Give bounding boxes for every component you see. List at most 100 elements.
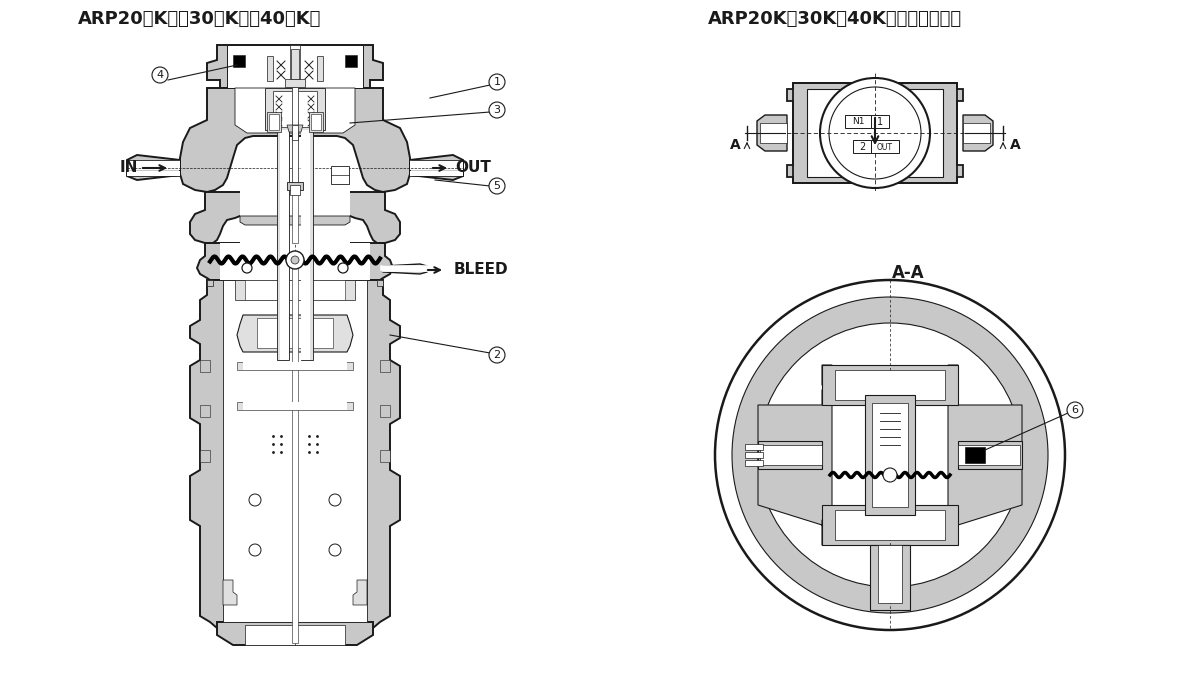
Bar xyxy=(301,130,310,360)
Circle shape xyxy=(242,263,252,273)
Text: 2: 2 xyxy=(494,350,501,360)
Circle shape xyxy=(829,87,921,179)
Bar xyxy=(835,510,945,540)
Bar xyxy=(267,56,273,81)
Bar xyxy=(822,365,958,405)
Polygon shape xyxy=(948,365,1022,545)
Polygon shape xyxy=(963,115,993,151)
Bar xyxy=(872,403,908,507)
Circle shape xyxy=(489,74,506,90)
Bar xyxy=(331,166,349,184)
Bar xyxy=(258,318,333,348)
Bar xyxy=(317,56,323,81)
Bar xyxy=(793,83,957,183)
Bar xyxy=(240,191,350,243)
Bar xyxy=(853,140,871,153)
Bar xyxy=(878,545,902,603)
Polygon shape xyxy=(288,125,303,132)
Bar xyxy=(292,87,298,192)
Polygon shape xyxy=(787,83,963,183)
Text: 1: 1 xyxy=(494,77,501,87)
Polygon shape xyxy=(200,450,210,462)
Polygon shape xyxy=(380,405,391,417)
Text: A: A xyxy=(1010,138,1021,152)
Text: A-A: A-A xyxy=(891,264,925,282)
Text: OUT: OUT xyxy=(877,143,893,151)
Polygon shape xyxy=(758,365,831,545)
Bar xyxy=(237,402,353,410)
Circle shape xyxy=(329,544,341,556)
Polygon shape xyxy=(410,155,462,180)
Text: IN: IN xyxy=(120,160,138,176)
Bar xyxy=(292,188,298,243)
Bar xyxy=(243,362,347,370)
Bar xyxy=(246,625,345,645)
Text: 4: 4 xyxy=(157,70,164,80)
Circle shape xyxy=(329,494,341,506)
Polygon shape xyxy=(235,88,355,133)
Bar xyxy=(301,130,313,360)
Bar xyxy=(807,89,943,177)
Bar xyxy=(220,243,370,280)
Text: 2: 2 xyxy=(859,142,865,152)
Bar xyxy=(871,140,898,153)
Circle shape xyxy=(489,347,506,363)
Bar xyxy=(871,115,889,128)
Polygon shape xyxy=(190,192,400,243)
Bar xyxy=(291,49,300,79)
Bar xyxy=(958,445,1019,465)
Bar xyxy=(311,114,321,130)
Circle shape xyxy=(249,544,261,556)
Circle shape xyxy=(819,78,930,188)
Bar xyxy=(277,130,289,360)
Bar xyxy=(292,125,298,140)
Bar xyxy=(760,445,822,465)
Bar xyxy=(235,280,355,300)
Bar xyxy=(822,505,958,545)
Polygon shape xyxy=(217,622,373,645)
Polygon shape xyxy=(200,360,210,372)
Circle shape xyxy=(883,468,897,482)
Circle shape xyxy=(152,67,168,83)
Circle shape xyxy=(489,102,506,118)
Polygon shape xyxy=(353,580,367,605)
Bar xyxy=(127,171,180,176)
Circle shape xyxy=(286,251,304,269)
Polygon shape xyxy=(958,441,1022,469)
Text: OUT: OUT xyxy=(455,160,491,176)
Bar xyxy=(745,460,763,466)
Polygon shape xyxy=(380,450,391,462)
Bar xyxy=(410,160,462,170)
Polygon shape xyxy=(757,115,787,151)
Bar xyxy=(270,114,279,130)
Text: 1: 1 xyxy=(877,117,883,127)
Text: ARP20（K）・30（K）・40（K）: ARP20（K）・30（K）・40（K） xyxy=(78,10,322,28)
Circle shape xyxy=(732,297,1048,613)
Circle shape xyxy=(249,494,261,506)
Bar xyxy=(288,182,303,190)
Polygon shape xyxy=(190,280,400,628)
Bar xyxy=(290,185,300,195)
Text: N1: N1 xyxy=(852,118,864,127)
Bar xyxy=(963,123,990,143)
Polygon shape xyxy=(207,45,383,88)
Bar xyxy=(290,45,300,88)
Bar xyxy=(246,280,345,300)
Bar xyxy=(232,55,246,67)
Polygon shape xyxy=(380,360,391,372)
Bar xyxy=(223,280,367,622)
Polygon shape xyxy=(240,216,350,225)
Polygon shape xyxy=(237,315,353,352)
Text: 5: 5 xyxy=(494,181,501,191)
Polygon shape xyxy=(223,580,237,605)
Circle shape xyxy=(758,323,1022,587)
Bar xyxy=(845,115,871,128)
Bar xyxy=(292,253,298,643)
Bar xyxy=(410,171,462,176)
Text: BLEED: BLEED xyxy=(454,262,509,277)
Bar xyxy=(966,447,985,463)
Bar xyxy=(243,402,347,410)
Circle shape xyxy=(715,280,1065,630)
Bar xyxy=(285,79,305,87)
Polygon shape xyxy=(200,405,210,417)
